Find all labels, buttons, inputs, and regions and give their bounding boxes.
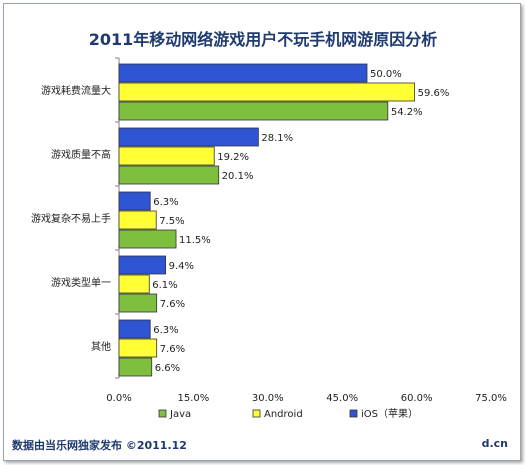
category-label: 游戏耗费流量大 [41, 84, 111, 97]
category-label: 游戏类型单一 [51, 276, 111, 289]
x-tick-label: 45.0% [326, 393, 358, 404]
legend-swatch [252, 409, 261, 418]
footer-site: d.cn [481, 437, 508, 450]
x-tick-label: 60.0% [401, 393, 433, 404]
legend-label: Java [169, 409, 191, 420]
data-label: 9.4% [169, 261, 194, 272]
data-label: 11.5% [179, 235, 211, 246]
category-label: 游戏质量不高 [51, 148, 111, 161]
bar-0-0 [118, 63, 368, 83]
bar-1-2 [118, 165, 220, 185]
data-label: 28.1% [261, 133, 293, 144]
legend-swatch [349, 409, 358, 418]
data-label: 6.3% [153, 325, 178, 336]
data-label: 7.6% [160, 299, 185, 310]
bar-2-0 [118, 191, 151, 211]
legend-swatch [158, 409, 167, 418]
bar-2-2 [118, 229, 177, 249]
bar-0-1 [118, 82, 416, 102]
data-label: 50.0% [370, 69, 402, 80]
bar-1-1 [118, 146, 215, 166]
data-label: 6.1% [152, 280, 177, 291]
chart-title: 2011年移动网络游戏用户不玩手机网游原因分析 [88, 30, 438, 49]
bar-3-2 [118, 293, 158, 313]
bar-3-1 [118, 274, 150, 294]
x-tick-label: 75.0% [475, 393, 507, 404]
legend-label: iOS（苹果） [361, 407, 418, 420]
category-label: 其他 [91, 340, 111, 353]
data-label: 19.2% [217, 152, 249, 163]
x-tick-label: 0.0% [106, 393, 131, 404]
category-label: 游戏复杂不易上手 [31, 212, 111, 225]
x-tick-label: 30.0% [252, 393, 284, 404]
data-label: 59.6% [418, 88, 450, 99]
x-tick-label: 15.0% [178, 393, 210, 404]
footer-source: 数据由当乐网独家发布 ©2011.12 [12, 439, 187, 452]
bar-0-2 [118, 101, 389, 121]
data-label: 7.6% [160, 344, 185, 355]
data-label: 6.3% [153, 197, 178, 208]
data-label: 6.6% [155, 363, 180, 374]
bar-2-1 [118, 210, 157, 230]
data-label: 7.5% [159, 216, 184, 227]
legend-label: Android [264, 409, 303, 420]
bar-4-2 [118, 357, 153, 377]
bar-3-0 [118, 255, 167, 275]
data-label: 54.2% [391, 107, 423, 118]
bar-1-0 [118, 127, 259, 147]
bar-4-0 [118, 319, 151, 339]
data-label: 20.1% [222, 171, 254, 182]
bar-4-1 [118, 338, 158, 358]
